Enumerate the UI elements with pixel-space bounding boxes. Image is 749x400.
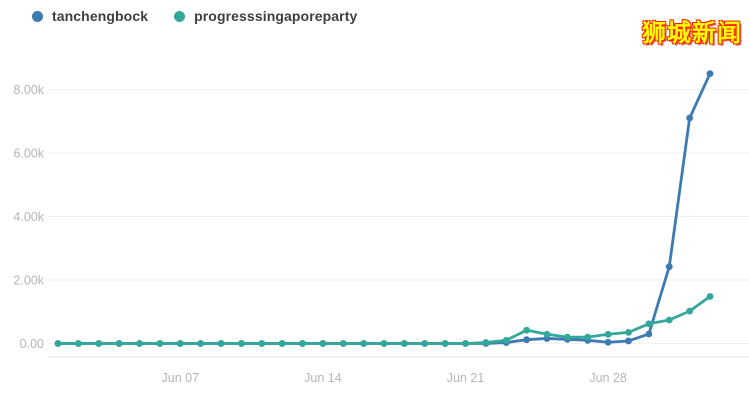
series-line-progresssingaporeparty: [56, 295, 712, 345]
data-point-progresssingaporeparty-jun-06[interactable]: [156, 340, 164, 347]
data-point-tanchengbock-jun-29[interactable]: [625, 337, 632, 345]
data-point-progresssingaporeparty-jun-08[interactable]: [197, 340, 205, 347]
legend-dot-tanchengbock-icon: [32, 10, 43, 22]
data-point-progresssingaporeparty-jun-03[interactable]: [95, 340, 103, 347]
data-point-progresssingaporeparty-jun-13[interactable]: [299, 340, 306, 347]
data-point-progresssingaporeparty-jun-15[interactable]: [339, 340, 347, 347]
data-point-progresssingaporeparty-jun-20[interactable]: [441, 340, 449, 347]
data-point-progresssingaporeparty-jun-21[interactable]: [462, 340, 469, 347]
data-point-progresssingaporeparty-jun-10[interactable]: [237, 340, 245, 347]
y-axis-tick-label: 2.00k: [13, 274, 44, 288]
watermark-text: 狮城新闻: [642, 20, 742, 47]
legend-item-tanchengbock[interactable]: tanchengbock: [32, 8, 148, 24]
data-point-tanchengbock-jun-24[interactable]: [523, 336, 531, 344]
data-point-progresssingaporeparty-jun-26[interactable]: [563, 333, 571, 341]
data-point-tanchengbock-jul-03[interactable]: [706, 70, 714, 78]
data-point-progresssingaporeparty-jun-16[interactable]: [360, 340, 368, 347]
data-point-progresssingaporeparty-jun-11[interactable]: [258, 340, 266, 347]
x-axis-tick-label: Jun 14: [304, 371, 342, 385]
data-point-progresssingaporeparty-jun-28[interactable]: [604, 330, 612, 338]
data-point-progresssingaporeparty-jun-17[interactable]: [380, 340, 388, 347]
data-point-progresssingaporeparty-jul-02[interactable]: [686, 307, 694, 315]
data-point-progresssingaporeparty-jun-22[interactable]: [482, 339, 490, 346]
data-point-progresssingaporeparty-jun-18[interactable]: [400, 340, 408, 347]
data-point-progresssingaporeparty-jun-29[interactable]: [625, 328, 632, 336]
series-line-tanchengbock: [56, 72, 712, 345]
legend-label-tanchengbock: tanchengbock: [52, 8, 149, 24]
data-point-progresssingaporeparty-jun-14[interactable]: [319, 340, 327, 347]
data-point-progresssingaporeparty-jun-04[interactable]: [115, 340, 123, 347]
legend-item-progresssingaporeparty[interactable]: progresssingaporeparty: [174, 8, 357, 24]
chart-legend: tanchengbock progresssingaporeparty: [32, 8, 357, 24]
data-point-progresssingaporeparty-jun-01[interactable]: [54, 340, 62, 347]
data-point-tanchengbock-jun-30[interactable]: [645, 330, 653, 338]
data-point-progresssingaporeparty-jun-24[interactable]: [523, 326, 531, 334]
x-axis-tick-label: Jun 07: [162, 371, 200, 385]
data-point-progresssingaporeparty-jun-19[interactable]: [421, 340, 429, 347]
data-point-progresssingaporeparty-jul-03[interactable]: [706, 293, 714, 300]
data-point-progresssingaporeparty-jun-07[interactable]: [176, 340, 184, 347]
data-point-progresssingaporeparty-jun-02[interactable]: [74, 340, 82, 347]
data-point-progresssingaporeparty-jun-27[interactable]: [584, 333, 592, 341]
x-axis-tick-label: Jun 21: [447, 371, 485, 385]
data-point-tanchengbock-jun-28[interactable]: [604, 338, 612, 346]
data-point-progresssingaporeparty-jun-23[interactable]: [502, 336, 510, 344]
legend-dot-progresssingaporeparty-icon: [174, 10, 186, 22]
data-point-progresssingaporeparty-jun-30[interactable]: [645, 320, 653, 328]
legend-label-progresssingaporeparty: progresssingaporeparty: [194, 8, 358, 24]
y-axis-tick-label: 0.00: [20, 337, 44, 351]
data-point-progresssingaporeparty-jul-01[interactable]: [665, 316, 673, 324]
data-point-progresssingaporeparty-jun-25[interactable]: [543, 330, 551, 338]
data-point-tanchengbock-jul-01[interactable]: [665, 263, 673, 271]
data-point-progresssingaporeparty-jun-12[interactable]: [278, 340, 286, 347]
data-point-tanchengbock-jul-02[interactable]: [686, 114, 694, 122]
data-point-progresssingaporeparty-jun-09[interactable]: [217, 340, 225, 347]
y-axis-tick-label: 6.00k: [13, 147, 44, 161]
y-axis-tick-label: 4.00k: [13, 210, 44, 224]
x-axis-tick-label: Jun 28: [589, 371, 627, 385]
data-point-progresssingaporeparty-jun-05[interactable]: [136, 340, 143, 347]
y-axis-tick-label: 8.00k: [13, 83, 44, 97]
